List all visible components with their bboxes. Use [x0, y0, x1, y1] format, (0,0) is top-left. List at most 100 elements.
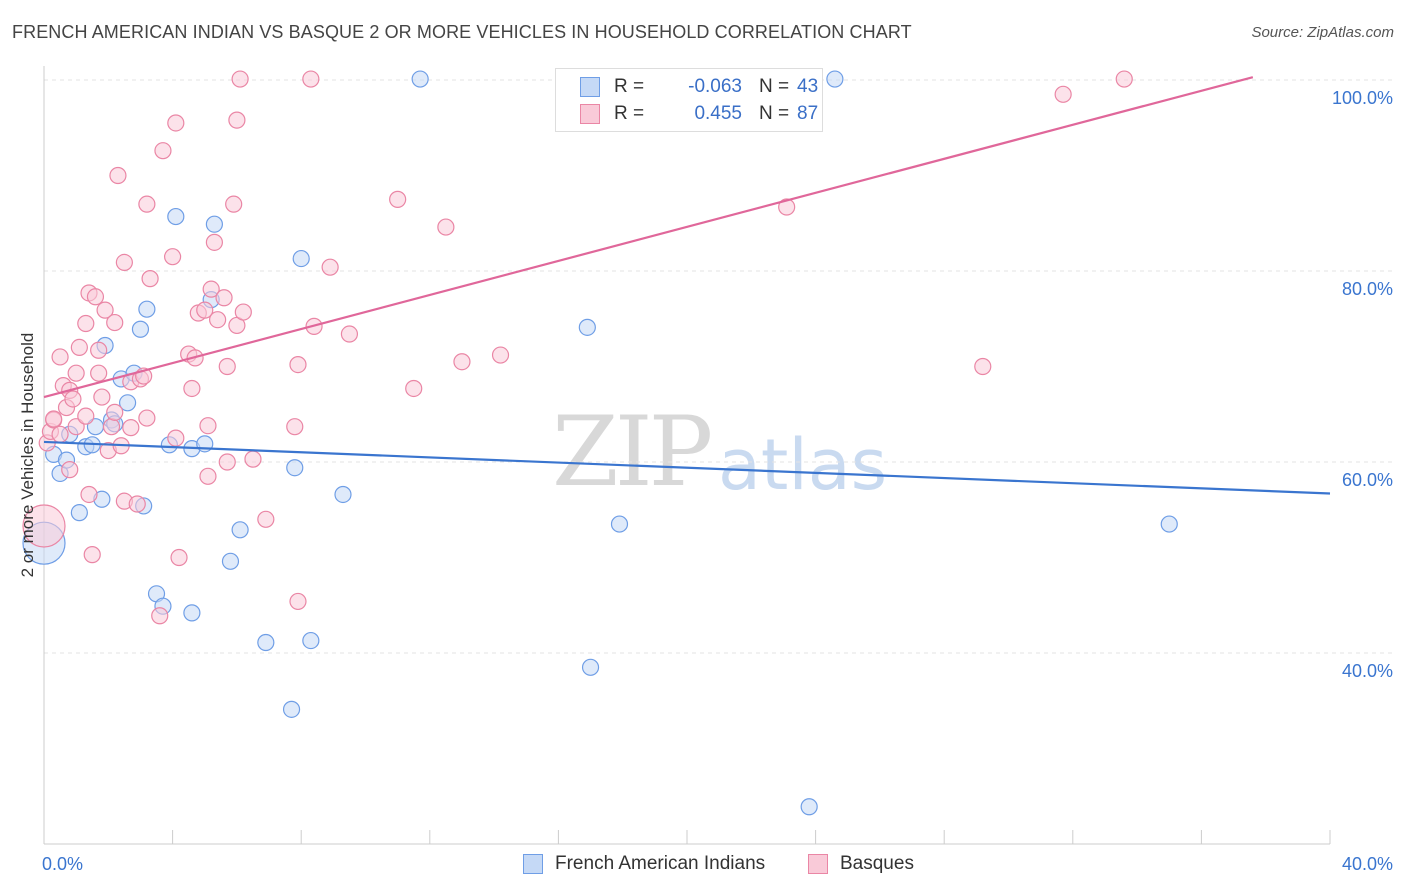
point-basque [61, 461, 79, 479]
point-basque [778, 198, 796, 216]
point-basque [90, 364, 108, 382]
point-basque [286, 418, 304, 436]
point-french-american-indian [292, 249, 310, 268]
point-basque [64, 390, 82, 408]
source-label: Source: ZipAtlas.com [1251, 24, 1394, 41]
point-basque [45, 410, 63, 428]
point-basque [218, 453, 236, 471]
y-axis-title: 2 or more Vehicles in Household [18, 332, 37, 578]
point-french-american-indian [1160, 515, 1178, 533]
point-french-american-indian [131, 320, 150, 338]
point-basque [205, 233, 223, 251]
point-french-american-indian [257, 633, 275, 652]
point-basque [199, 417, 217, 435]
point-basque [22, 504, 66, 548]
point-basque [225, 195, 243, 213]
point-basque [67, 364, 85, 382]
point-french-american-indian [334, 485, 352, 504]
point-basque [1054, 85, 1072, 103]
point-basque [218, 357, 236, 376]
trendline-basques [43, 76, 1254, 399]
point-french-american-indian [302, 631, 320, 650]
n-value: 43 [797, 76, 819, 97]
series-legend: French American Indians Basques [0, 852, 1406, 878]
point-basque [122, 419, 140, 437]
point-basque [96, 301, 114, 319]
point-basque [974, 357, 992, 376]
point-basque [167, 114, 185, 132]
point-basque [321, 258, 339, 276]
point-basque [302, 70, 320, 88]
point-basque [106, 313, 124, 332]
legend-label: French American Indians [555, 853, 766, 874]
point-french-american-indian [138, 300, 156, 318]
point-basque [228, 111, 246, 129]
point-basque [202, 280, 220, 298]
point-basque [215, 289, 233, 307]
point-basque [437, 218, 455, 236]
chart-title: FRENCH AMERICAN INDIAN VS BASQUE 2 OR MO… [12, 22, 912, 42]
point-basque [199, 467, 217, 485]
legend-swatch-pink [580, 104, 600, 124]
watermark-atlas: atlas [718, 424, 888, 506]
r-value: 0.455 [694, 103, 742, 124]
point-basque [102, 418, 121, 436]
point-basque [244, 450, 262, 468]
point-basque [86, 288, 105, 306]
point-basque [109, 166, 127, 185]
legend-swatch-blue [580, 77, 600, 97]
y-tick-label: 100.0% [1332, 88, 1393, 108]
point-french-american-indian [610, 515, 629, 533]
point-french-american-indian [118, 394, 137, 412]
x-tick-label: 0.0% [42, 854, 83, 874]
point-french-american-indian [282, 700, 301, 718]
legend-label: Basques [840, 853, 914, 874]
point-french-american-indian [221, 552, 240, 570]
trendline-french-american-indians [43, 440, 1331, 495]
point-french-american-indian [581, 658, 600, 676]
point-french-american-indian [826, 70, 844, 88]
point-french-american-indian [231, 521, 249, 539]
point-basque [164, 248, 182, 266]
point-basque [141, 270, 159, 288]
point-basque [453, 353, 471, 371]
point-basque [167, 429, 185, 447]
point-basque [491, 346, 510, 364]
legend-swatch-blue [523, 854, 543, 874]
point-basque [196, 301, 214, 319]
point-basque [340, 325, 359, 343]
point-basque [138, 409, 156, 427]
n-label: N = [759, 76, 790, 97]
point-french-american-indian [578, 318, 596, 336]
point-basque [170, 548, 188, 567]
point-basque [289, 592, 307, 611]
correlation-legend: R = -0.063 N = 43 R = 0.455 N = 87 [555, 68, 823, 132]
y-tick-label: 80.0% [1342, 279, 1393, 299]
point-basque [83, 546, 101, 564]
point-french-american-indian [167, 207, 185, 226]
point-basque [389, 190, 407, 208]
x-tick-label: 40.0% [1342, 854, 1393, 874]
point-basque [289, 355, 307, 374]
point-french-american-indian [800, 798, 818, 816]
point-basque [77, 314, 95, 333]
point-basque [106, 403, 124, 421]
point-basque [151, 607, 169, 625]
series-french-american-indians [22, 70, 1178, 816]
point-french-american-indian [286, 459, 304, 477]
r-label: R = [614, 76, 645, 97]
point-basque [405, 379, 423, 398]
legend-swatch-pink [808, 854, 828, 874]
point-basque [183, 379, 201, 398]
point-french-american-indian [205, 215, 223, 233]
point-basque [70, 338, 88, 356]
point-french-american-indian [70, 504, 88, 522]
point-basque [231, 70, 249, 88]
point-basque [128, 495, 146, 513]
watermark-zip: ZIP [552, 396, 713, 508]
n-value: 87 [797, 103, 819, 124]
point-basque [80, 485, 98, 504]
point-basque [51, 425, 69, 443]
r-label: R = [614, 103, 645, 124]
